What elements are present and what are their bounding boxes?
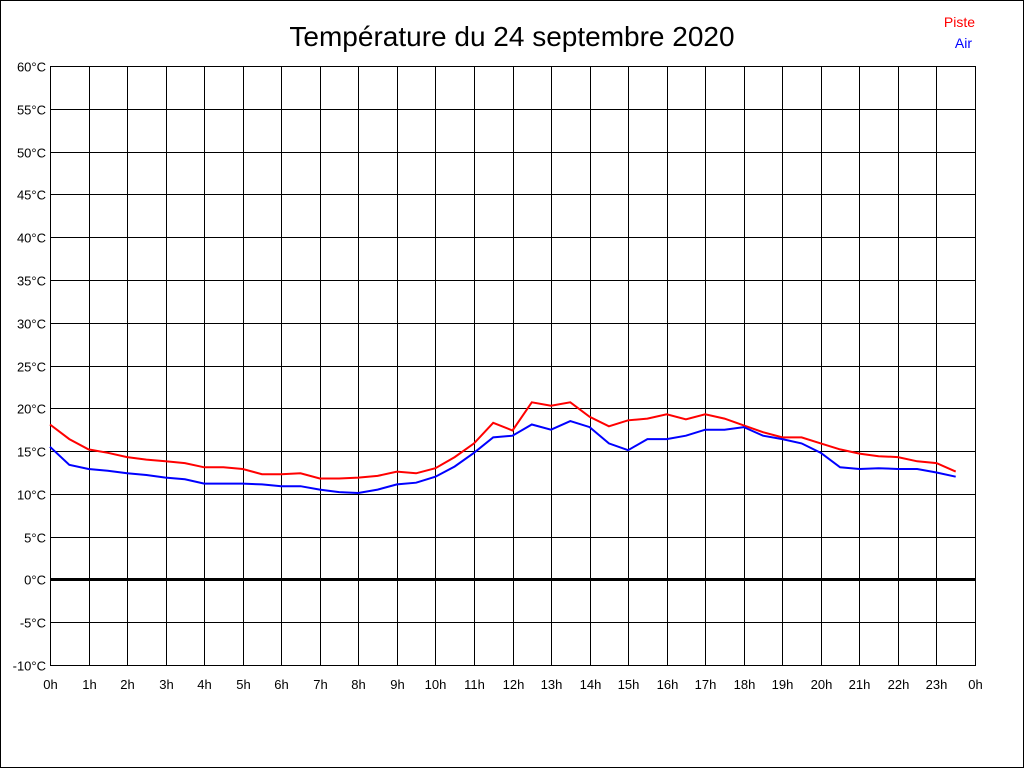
x-tick-label: 2h [120,677,134,692]
y-tick-label: 55°C [17,103,46,118]
x-tick-label: 13h [541,677,563,692]
y-tick-label: 0°C [24,573,46,588]
x-tick-label: 0h [43,677,57,692]
y-tick-label: 45°C [17,188,46,203]
y-tick-label: 35°C [17,274,46,289]
x-tick-label: 10h [425,677,447,692]
x-tick-label: 5h [236,677,250,692]
y-tick-label: 10°C [17,488,46,503]
y-tick-label: 25°C [17,360,46,375]
x-tick-label: 0h [968,677,982,692]
series-lines [49,401,957,495]
x-tick-label: 18h [734,677,756,692]
x-tick-label: 16h [657,677,679,692]
x-tick-label: 4h [197,677,211,692]
x-tick-label: 23h [926,677,948,692]
y-tick-label: 50°C [17,146,46,161]
y-tick-label: 40°C [17,231,46,246]
series-line-air [49,420,956,495]
x-tick-label: 15h [618,677,640,692]
x-tick-label: 7h [313,677,327,692]
x-tick-label: 6h [274,677,288,692]
grid [50,66,976,666]
y-tick-label: -10°C [13,659,46,674]
x-tick-label: 8h [351,677,365,692]
x-tick-label: 3h [159,677,173,692]
y-tick-label: 20°C [17,402,46,417]
y-tick-label: 15°C [17,445,46,460]
y-tick-label: 5°C [24,531,46,546]
series-line-piste [49,401,957,480]
x-tick-label: 11h [464,677,485,692]
x-tick-label: 21h [849,677,871,692]
legend-piste: Piste [944,14,975,30]
y-tick-label: 60°C [17,60,46,75]
legend-air: Air [955,35,972,51]
chart-title: Température du 24 septembre 2020 [289,21,734,52]
x-tick-label: 14h [580,677,602,692]
x-tick-label: 22h [888,677,910,692]
x-tick-label: 20h [811,677,833,692]
y-tick-label: 30°C [17,317,46,332]
tick-labels: 0h 1h 2h 3h 4h 5h 6h 7h 8h 9h 10h 11h 12h 13h 14h 15h 16… [13,60,983,693]
x-tick-label: 9h [390,677,404,692]
x-tick-label: 12h [503,677,525,692]
y-tick-label: -5°C [20,616,46,631]
x-tick-label: 17h [695,677,717,692]
x-tick-label: 19h [772,677,794,692]
x-tick-label: 1h [82,677,96,692]
